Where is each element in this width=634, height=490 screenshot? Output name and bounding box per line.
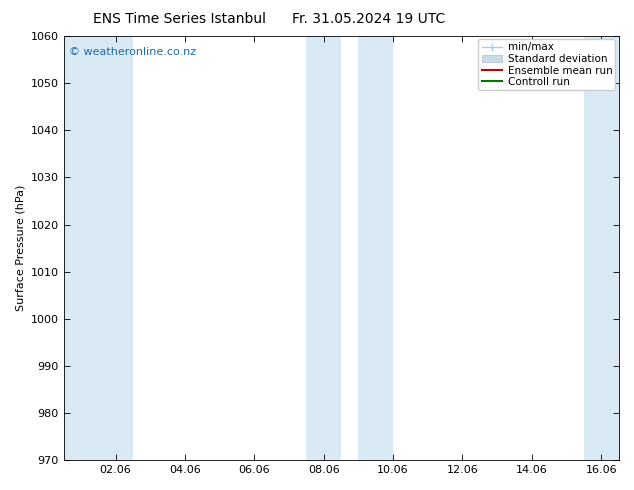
Y-axis label: Surface Pressure (hPa): Surface Pressure (hPa) <box>15 185 25 311</box>
Legend: min/max, Standard deviation, Ensemble mean run, Controll run: min/max, Standard deviation, Ensemble me… <box>479 39 616 90</box>
Text: Fr. 31.05.2024 19 UTC: Fr. 31.05.2024 19 UTC <box>292 12 445 26</box>
Text: ENS Time Series Istanbul: ENS Time Series Istanbul <box>93 12 266 26</box>
Bar <box>358 36 393 460</box>
Text: © weatheronline.co.nz: © weatheronline.co.nz <box>69 47 196 57</box>
Bar <box>584 36 619 460</box>
Bar <box>63 36 133 460</box>
Bar <box>306 36 341 460</box>
